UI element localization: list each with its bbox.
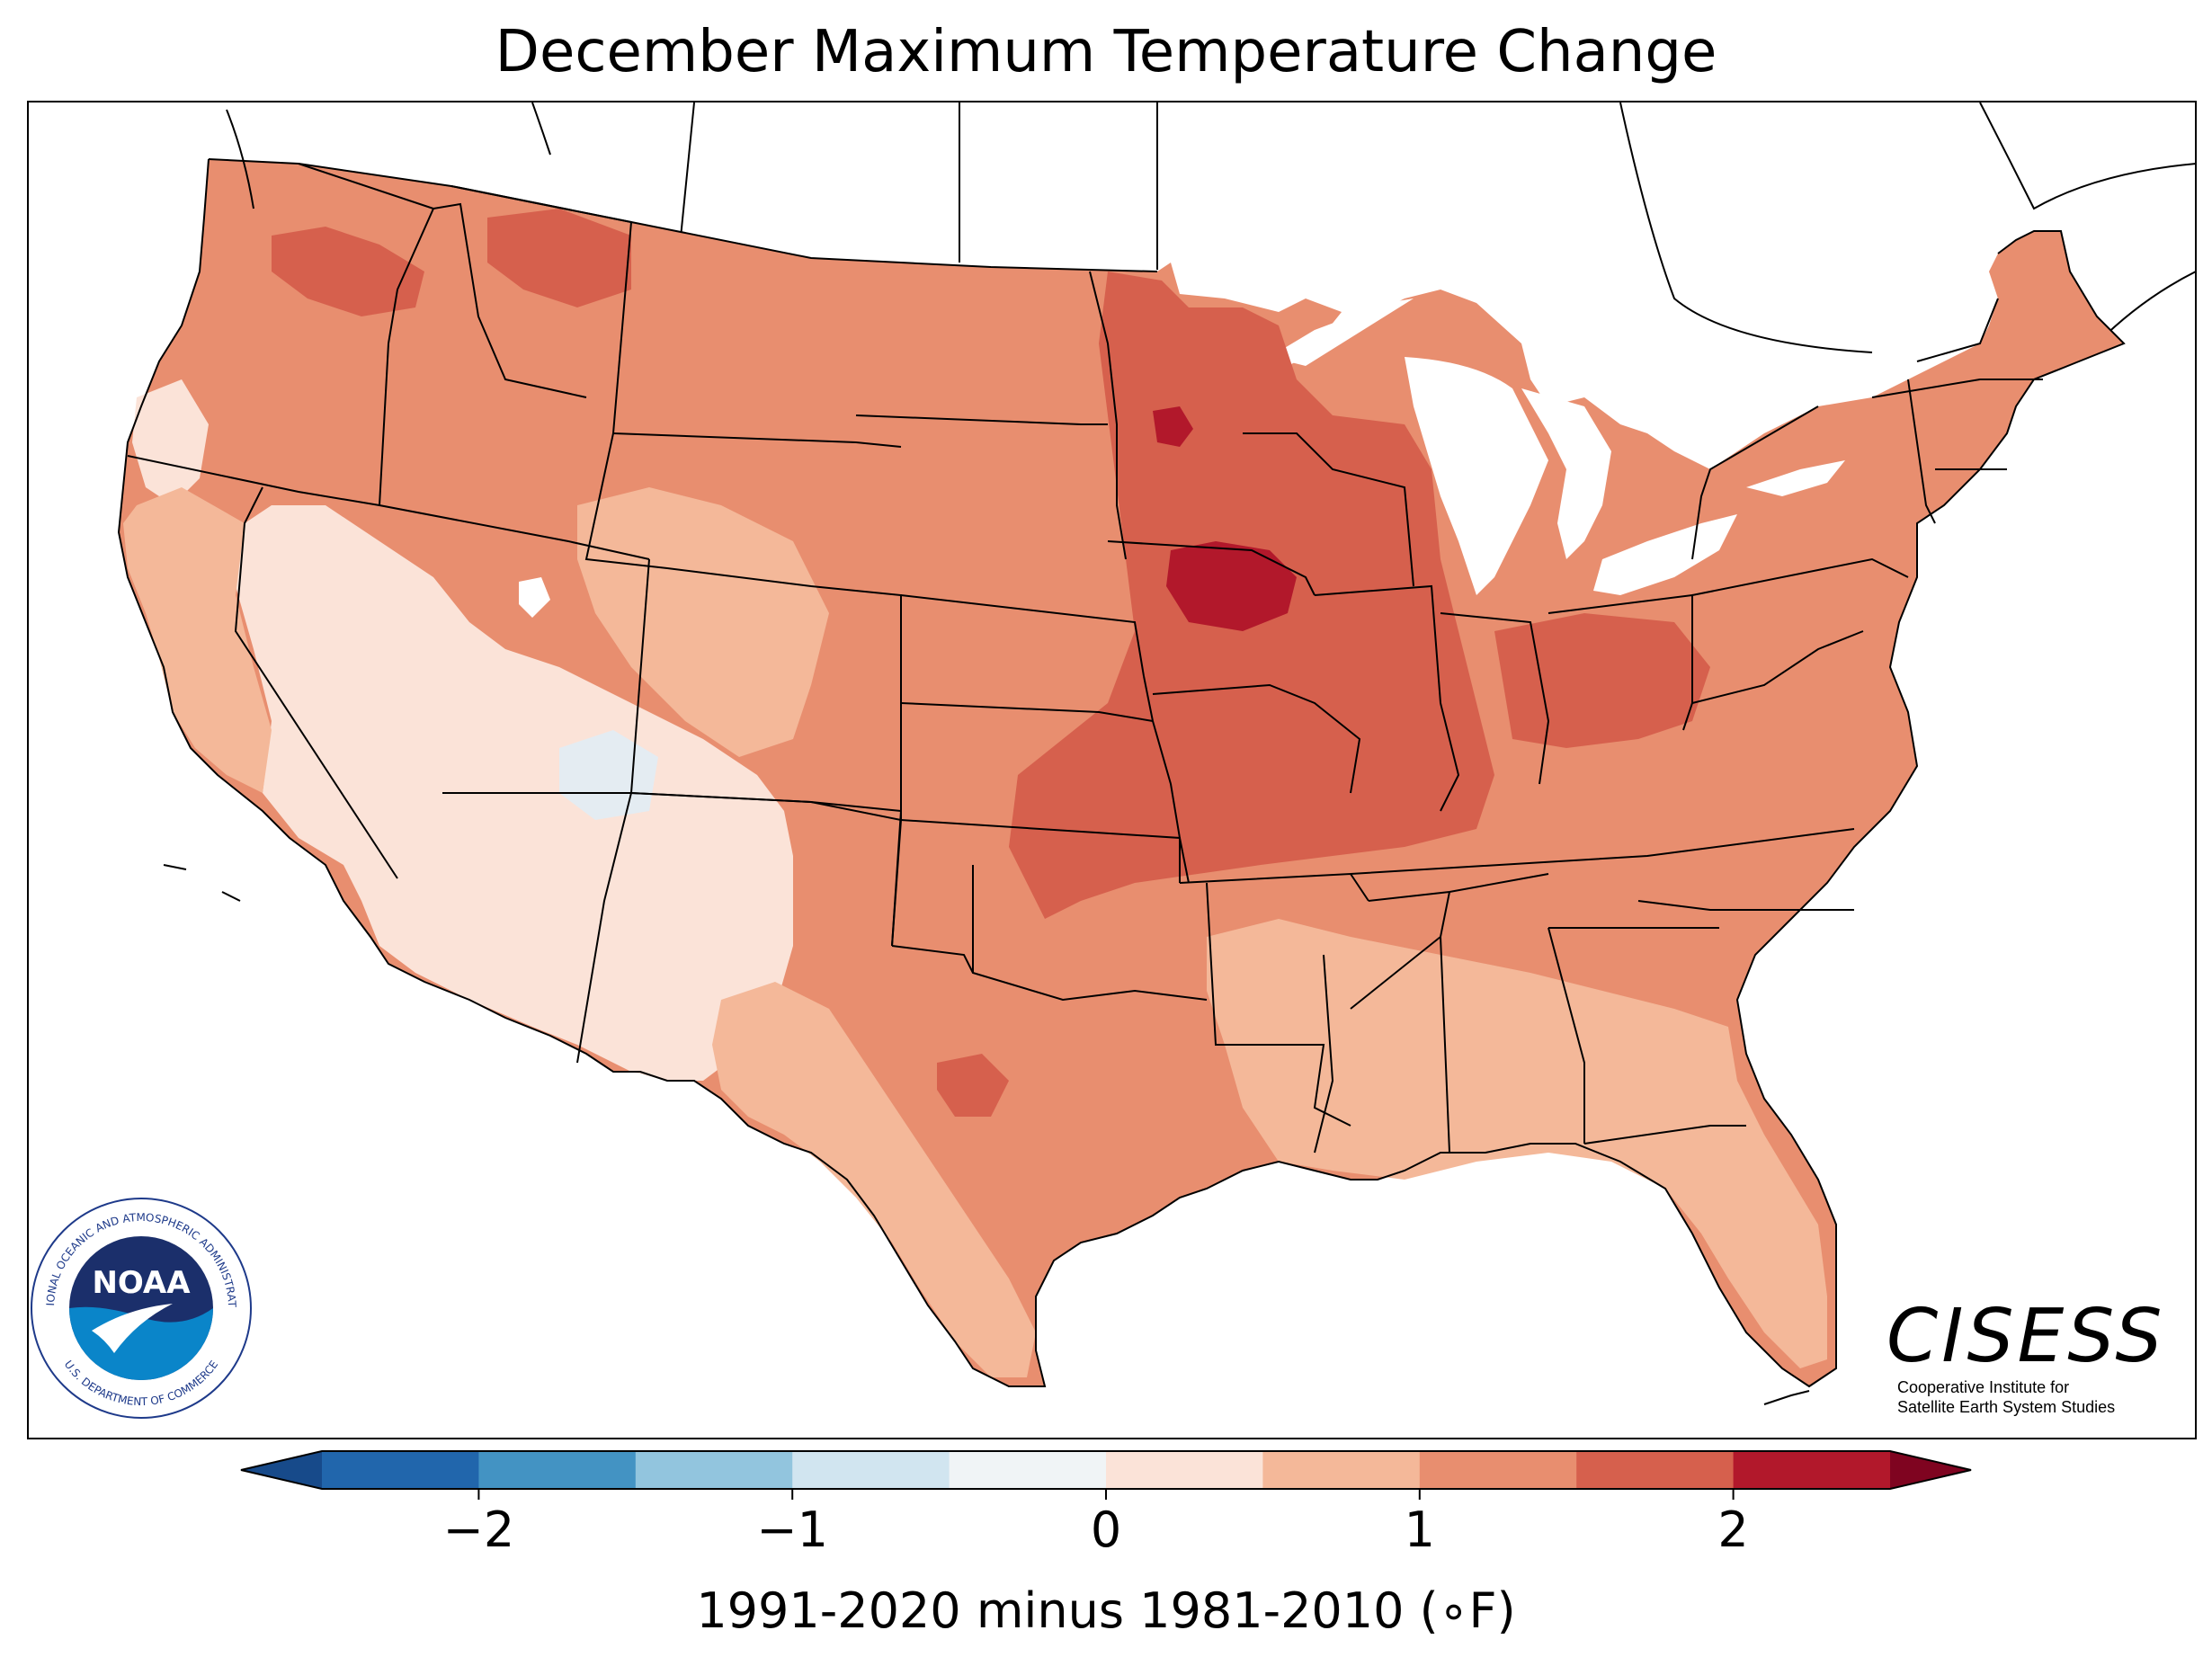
cisess-line-2: Satellite Earth System Studies <box>1897 1398 2116 1416</box>
cisess-line-1: Cooperative Institute for <box>1897 1378 2070 1396</box>
cisess-wordmark: CISESS <box>1886 1294 2166 1379</box>
map-title: December Maximum Temperature Change <box>495 19 1717 85</box>
colorbar-segment <box>1419 1451 1577 1489</box>
colorbar-tick-label: 1 <box>1404 1501 1435 1558</box>
colorbar-segment <box>478 1451 637 1489</box>
colorbar-segment <box>322 1451 479 1489</box>
colorbar-segment <box>1262 1451 1421 1489</box>
northwest-high-spot <box>272 227 424 316</box>
state-borders <box>117 158 2126 1388</box>
colorbar-tick-label: −1 <box>756 1501 828 1558</box>
colorbar-tick-label: −2 <box>442 1501 515 1558</box>
iowa-max-zone <box>1166 541 1297 631</box>
minnesota-max-spot <box>1153 406 1193 447</box>
colorbar-segment <box>949 1451 1107 1489</box>
noaa-logo: NOAA NATIONAL OCEANIC AND ATMOSPHERIC AD… <box>24 1186 254 1421</box>
colorbar-extend-high <box>1890 1451 1971 1489</box>
coastal-islands <box>163 109 1810 1405</box>
colorbar-tick-label: 2 <box>1717 1501 1749 1558</box>
southern-plains-low <box>712 982 1036 1377</box>
west-coast-light <box>132 379 209 505</box>
ohio-valley-high <box>1494 613 1710 748</box>
colorbar-segment <box>792 1451 950 1489</box>
noaa-emblem-icon: NOAA NATIONAL OCEANIC AND ATMOSPHERIC AD… <box>24 1186 252 1419</box>
texas-high-spot <box>937 1054 1009 1117</box>
great-lakes <box>1270 298 1845 595</box>
map-panel <box>27 101 2197 1439</box>
temperature-map <box>117 102 2195 1405</box>
colorbar-segment <box>1106 1451 1263 1489</box>
cisess-logo: CISESS Cooperative Institute for Satelli… <box>1886 1294 2166 1417</box>
colorbar-label: 1991-2020 minus 1981-2010 (∘F) <box>696 1582 1516 1639</box>
noaa-wordmark: NOAA <box>92 1265 191 1301</box>
colorbar-segment <box>1733 1451 1891 1489</box>
canada-border-lines <box>531 102 2195 353</box>
gulf-coast-low <box>1207 919 1827 1368</box>
colorbar-segment <box>1576 1451 1735 1489</box>
colorbar-segment <box>635 1451 793 1489</box>
montana-high-spot <box>487 209 631 307</box>
colorbar-tick-label: 0 <box>1090 1501 1122 1558</box>
anomaly-regions <box>123 209 1827 1377</box>
west-low-zone <box>123 487 272 793</box>
desert-low-band <box>577 487 829 757</box>
utah-lake-white <box>519 577 550 618</box>
colorbar-outline <box>240 1450 1972 1490</box>
colorbar-extend-low <box>241 1451 322 1489</box>
